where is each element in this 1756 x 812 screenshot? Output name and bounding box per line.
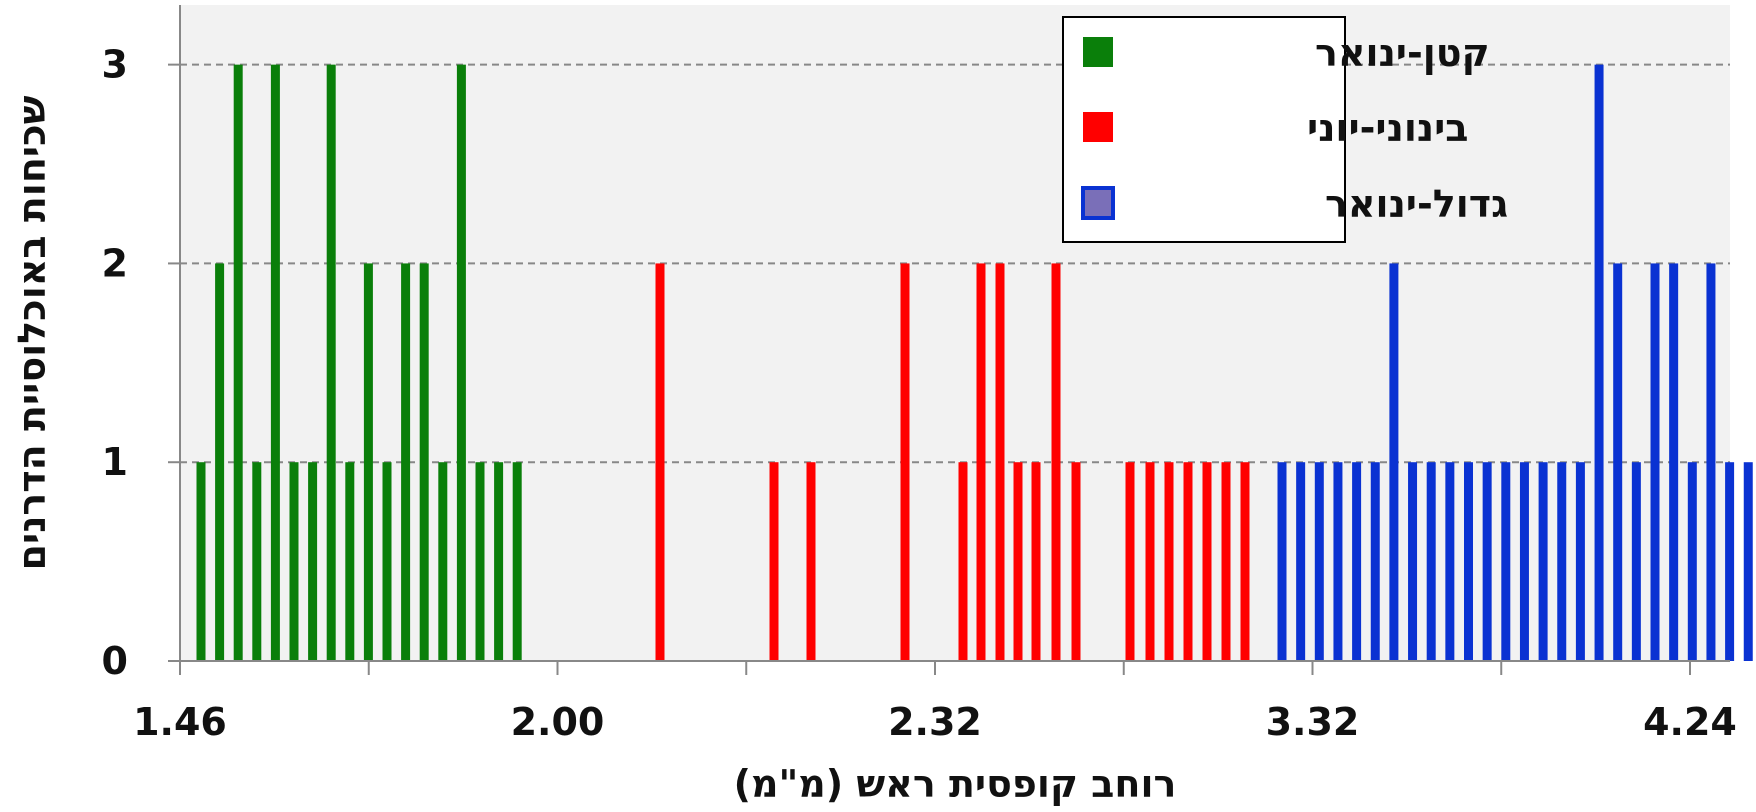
bar-large-january bbox=[1501, 462, 1511, 661]
bar-medium-june bbox=[900, 263, 910, 661]
bar-large-january bbox=[1631, 462, 1641, 661]
bar-large-january bbox=[1408, 462, 1418, 661]
x-tick-label: 2.32 bbox=[888, 700, 982, 744]
bar-small-january bbox=[289, 462, 299, 661]
bar-large-january bbox=[1464, 462, 1473, 661]
bar-large-january bbox=[1650, 263, 1660, 661]
bar-medium-june bbox=[1013, 462, 1023, 661]
bar-small-january bbox=[308, 462, 318, 661]
x-axis-title: רוחב קופסית ראש (מ"מ) bbox=[734, 762, 1177, 806]
bar-large-january bbox=[1594, 64, 1604, 662]
legend-swatch-large-january bbox=[1081, 186, 1115, 220]
bar-large-january bbox=[1296, 462, 1306, 661]
bar-small-january bbox=[419, 263, 429, 661]
x-tick-label: 3.32 bbox=[1266, 700, 1360, 744]
bar-medium-june bbox=[958, 462, 968, 661]
y-tick-label: 3 bbox=[102, 43, 128, 87]
bar-large-january bbox=[1538, 462, 1548, 661]
bar-large-january bbox=[1743, 462, 1753, 661]
bar-medium-june bbox=[1031, 462, 1041, 661]
plot-area bbox=[180, 5, 1730, 661]
bar-small-january bbox=[196, 462, 206, 661]
bar-medium-june bbox=[1221, 462, 1231, 661]
bar-large-january bbox=[1669, 263, 1679, 661]
legend-swatch-medium-june bbox=[1083, 112, 1113, 142]
bar-large-january bbox=[1389, 263, 1399, 661]
bar-large-january bbox=[1370, 462, 1380, 661]
y-axis-title: שכיחות באוכלוסיית הדרנים bbox=[10, 95, 54, 570]
bar-small-january bbox=[270, 64, 280, 662]
y-tick-label: 0 bbox=[102, 639, 128, 683]
bar-small-january bbox=[512, 462, 522, 661]
legend-label-medium-june: בינוני-יוני bbox=[1307, 106, 1468, 150]
bar-large-january bbox=[1445, 462, 1455, 661]
bar-medium-june bbox=[806, 462, 816, 661]
bar-large-january bbox=[1687, 462, 1697, 661]
legend-swatch-small-january bbox=[1083, 37, 1113, 67]
bar-medium-june bbox=[995, 263, 1005, 661]
bar-large-january bbox=[1706, 263, 1716, 661]
bar-large-january bbox=[1519, 462, 1529, 661]
bar-large-january bbox=[1575, 462, 1585, 661]
bar-medium-june bbox=[1145, 462, 1155, 661]
bar-small-january bbox=[401, 263, 411, 661]
bar-medium-june bbox=[1240, 462, 1250, 661]
bar-small-january bbox=[252, 462, 262, 661]
y-tick-labels: 0 1 2 3 bbox=[102, 43, 180, 683]
bars bbox=[196, 64, 1753, 662]
bar-medium-june bbox=[1202, 462, 1212, 661]
bar-large-january bbox=[1725, 462, 1735, 661]
bar-medium-june bbox=[1183, 462, 1193, 661]
bar-large-january bbox=[1352, 462, 1362, 661]
y-tick-label: 1 bbox=[102, 440, 128, 484]
bar-medium-june bbox=[769, 462, 779, 661]
bar-large-january bbox=[1314, 462, 1324, 661]
bar-small-january bbox=[382, 462, 392, 661]
bar-small-january bbox=[438, 462, 448, 661]
axes bbox=[179, 5, 1730, 662]
bar-medium-june bbox=[1051, 263, 1061, 661]
legend: קטן-ינואר בינוני-יוני גדול-ינואר bbox=[1062, 16, 1508, 243]
bar-small-january bbox=[345, 462, 355, 661]
bar-small-january bbox=[475, 462, 485, 661]
bar-medium-june bbox=[1125, 462, 1135, 661]
x-tick-label: 2.00 bbox=[511, 700, 605, 744]
bar-medium-june bbox=[1164, 462, 1174, 661]
legend-label-large-january: גדול-ינואר bbox=[1325, 182, 1508, 226]
bar-small-january bbox=[363, 263, 373, 661]
bar-large-january bbox=[1482, 462, 1492, 661]
bar-small-january bbox=[233, 64, 243, 662]
bar-large-january bbox=[1557, 462, 1567, 661]
bar-large-january bbox=[1426, 462, 1436, 661]
bar-medium-june bbox=[1071, 462, 1081, 661]
x-tick-labels: 1.46 2.00 2.32 3.32 4.24 bbox=[133, 661, 1737, 744]
bar-medium-june bbox=[976, 263, 986, 661]
bar-small-january bbox=[456, 64, 466, 662]
bar-large-january bbox=[1613, 263, 1623, 661]
y-tick-label: 2 bbox=[102, 241, 128, 285]
bar-small-january bbox=[215, 263, 225, 661]
bar-medium-june bbox=[655, 263, 665, 661]
bar-large-january bbox=[1277, 462, 1287, 661]
bar-small-january bbox=[494, 462, 504, 661]
x-tick-label: 1.46 bbox=[133, 700, 227, 744]
x-tick-label: 4.24 bbox=[1643, 700, 1737, 744]
bar-small-january bbox=[326, 64, 336, 662]
legend-label-small-january: קטן-ינואר bbox=[1315, 31, 1490, 75]
bar-large-january bbox=[1333, 462, 1343, 661]
